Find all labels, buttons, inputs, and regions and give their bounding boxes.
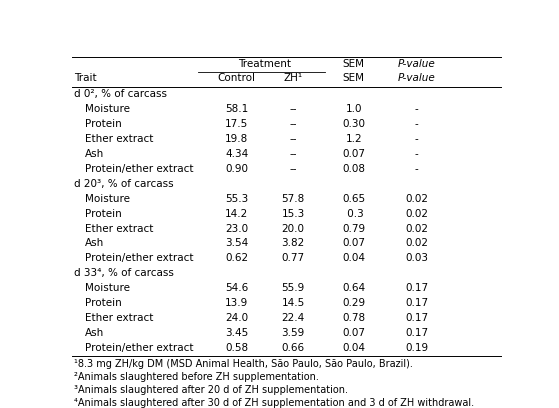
Text: 0.07: 0.07: [342, 149, 365, 159]
Text: 0.02: 0.02: [405, 224, 428, 233]
Text: ²Animals slaughtered before ZH supplementation.: ²Animals slaughtered before ZH supplemen…: [74, 372, 319, 382]
Text: 14.5: 14.5: [281, 298, 305, 308]
Text: 0.58: 0.58: [225, 343, 248, 353]
Text: --: --: [289, 149, 297, 159]
Text: 0.62: 0.62: [225, 253, 248, 264]
Text: 15.3: 15.3: [281, 208, 305, 219]
Text: 19.8: 19.8: [225, 134, 248, 144]
Text: 0.66: 0.66: [281, 343, 305, 353]
Text: Protein: Protein: [85, 208, 122, 219]
Text: 13.9: 13.9: [225, 298, 248, 308]
Text: 0.29: 0.29: [342, 298, 365, 308]
Text: P-value: P-value: [397, 59, 435, 69]
Text: 17.5: 17.5: [225, 119, 248, 129]
Text: 0.78: 0.78: [342, 313, 365, 323]
Text: 0.17: 0.17: [405, 298, 428, 308]
Text: 0.79: 0.79: [342, 224, 365, 233]
Text: 24.0: 24.0: [225, 313, 248, 323]
Text: Protein/ether extract: Protein/ether extract: [85, 164, 193, 174]
Text: ⁴Animals slaughtered after 30 d of ZH supplementation and 3 d of ZH withdrawal.: ⁴Animals slaughtered after 30 d of ZH su…: [74, 398, 475, 408]
Text: 22.4: 22.4: [281, 313, 305, 323]
Text: Protein: Protein: [85, 119, 122, 129]
Text: 58.1: 58.1: [225, 104, 248, 114]
Text: --: --: [289, 164, 297, 174]
Text: Ash: Ash: [85, 328, 105, 338]
Text: d 0², % of carcass: d 0², % of carcass: [74, 89, 167, 99]
Text: Protein/ether extract: Protein/ether extract: [85, 343, 193, 353]
Text: 23.0: 23.0: [225, 224, 248, 233]
Text: --: --: [289, 104, 297, 114]
Text: 0.65: 0.65: [342, 194, 365, 204]
Text: Moisture: Moisture: [85, 283, 130, 293]
Text: d 33⁴, % of carcass: d 33⁴, % of carcass: [74, 268, 174, 278]
Text: SEM: SEM: [343, 73, 364, 83]
Text: 0.02: 0.02: [405, 194, 428, 204]
Text: 0.17: 0.17: [405, 313, 428, 323]
Text: 3.59: 3.59: [281, 328, 305, 338]
Text: 54.6: 54.6: [225, 283, 248, 293]
Text: -: -: [415, 134, 418, 144]
Text: 14.2: 14.2: [225, 208, 248, 219]
Text: ³Animals slaughtered after 20 d of ZH supplementation.: ³Animals slaughtered after 20 d of ZH su…: [74, 385, 348, 395]
Text: Protein: Protein: [85, 298, 122, 308]
Text: -: -: [415, 149, 418, 159]
Text: Ether extract: Ether extract: [85, 134, 153, 144]
Text: 0.3: 0.3: [344, 208, 363, 219]
Text: Trait: Trait: [74, 73, 97, 83]
Text: --: --: [289, 119, 297, 129]
Text: Treatment: Treatment: [238, 59, 291, 69]
Text: 3.54: 3.54: [225, 238, 248, 248]
Text: 1.0: 1.0: [345, 104, 362, 114]
Text: ZH¹: ZH¹: [283, 73, 302, 83]
Text: 0.64: 0.64: [342, 283, 365, 293]
Text: 0.77: 0.77: [281, 253, 305, 264]
Text: 3.82: 3.82: [281, 238, 305, 248]
Text: Protein/ether extract: Protein/ether extract: [85, 253, 193, 264]
Text: P-value: P-value: [397, 73, 435, 83]
Text: Ash: Ash: [85, 238, 105, 248]
Text: 57.8: 57.8: [281, 194, 305, 204]
Text: 0.90: 0.90: [225, 164, 248, 174]
Text: 0.08: 0.08: [342, 164, 365, 174]
Text: 0.07: 0.07: [342, 238, 365, 248]
Text: 0.07: 0.07: [342, 328, 365, 338]
Text: -: -: [415, 119, 418, 129]
Text: 0.04: 0.04: [342, 253, 365, 264]
Text: 0.03: 0.03: [405, 253, 428, 264]
Text: Ether extract: Ether extract: [85, 313, 153, 323]
Text: --: --: [289, 134, 297, 144]
Text: 55.9: 55.9: [281, 283, 305, 293]
Text: 0.02: 0.02: [405, 208, 428, 219]
Text: -: -: [415, 104, 418, 114]
Text: 0.17: 0.17: [405, 328, 428, 338]
Text: d 20³, % of carcass: d 20³, % of carcass: [74, 179, 174, 189]
Text: ¹8.3 mg ZH/kg DM (MSD Animal Health, São Paulo, São Paulo, Brazil).: ¹8.3 mg ZH/kg DM (MSD Animal Health, São…: [74, 359, 413, 368]
Text: 0.02: 0.02: [405, 238, 428, 248]
Text: 3.45: 3.45: [225, 328, 248, 338]
Text: SEM: SEM: [343, 59, 364, 69]
Text: -: -: [415, 164, 418, 174]
Text: 0.19: 0.19: [405, 343, 428, 353]
Text: Ether extract: Ether extract: [85, 224, 153, 233]
Text: Moisture: Moisture: [85, 104, 130, 114]
Text: 0.30: 0.30: [342, 119, 365, 129]
Text: 20.0: 20.0: [282, 224, 305, 233]
Text: 4.34: 4.34: [225, 149, 248, 159]
Text: 0.04: 0.04: [342, 343, 365, 353]
Text: 55.3: 55.3: [225, 194, 248, 204]
Text: Ash: Ash: [85, 149, 105, 159]
Text: Control: Control: [217, 73, 255, 83]
Text: Moisture: Moisture: [85, 194, 130, 204]
Text: 0.17: 0.17: [405, 283, 428, 293]
Text: 1.2: 1.2: [345, 134, 362, 144]
